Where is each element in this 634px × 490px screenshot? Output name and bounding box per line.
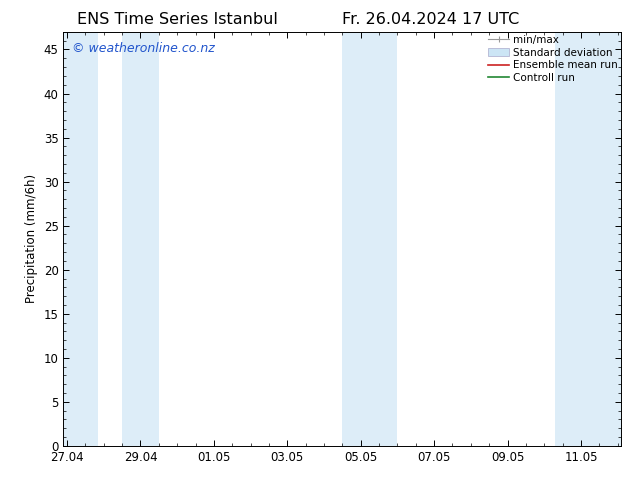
- Text: ENS Time Series Istanbul: ENS Time Series Istanbul: [77, 12, 278, 27]
- Text: © weatheronline.co.nz: © weatheronline.co.nz: [72, 42, 214, 55]
- Bar: [63, 32, 98, 446]
- Bar: [122, 32, 159, 446]
- Bar: [342, 32, 398, 446]
- Y-axis label: Precipitation (mm/6h): Precipitation (mm/6h): [25, 174, 38, 303]
- Legend: min/max, Standard deviation, Ensemble mean run, Controll run: min/max, Standard deviation, Ensemble me…: [488, 35, 618, 83]
- Text: Fr. 26.04.2024 17 UTC: Fr. 26.04.2024 17 UTC: [342, 12, 520, 27]
- Bar: [555, 32, 621, 446]
